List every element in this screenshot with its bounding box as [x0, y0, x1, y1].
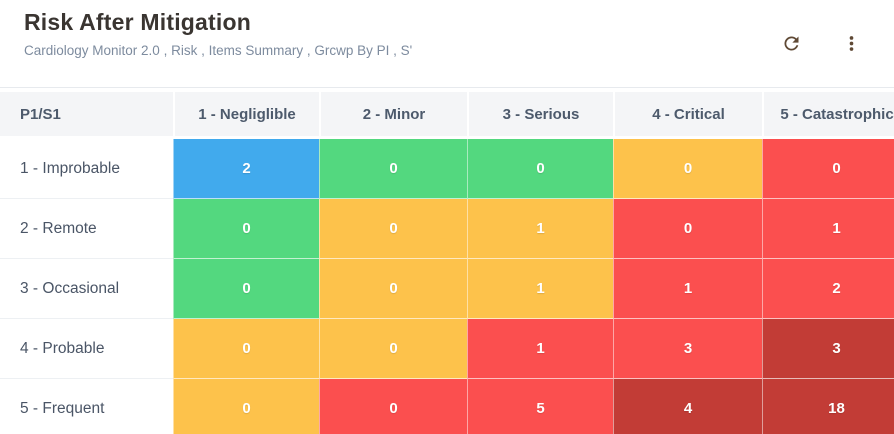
column-header-corner: P1/S1: [0, 92, 173, 139]
row-header-probable: 4 - Probable: [0, 319, 173, 379]
risk-matrix-table: P1/S1 1 - Negliglible 2 - Minor 3 - Seri…: [0, 92, 894, 434]
matrix-cell[interactable]: 0: [613, 139, 762, 199]
matrix-cell[interactable]: 5: [467, 379, 613, 434]
column-header-serious: 3 - Serious: [467, 92, 613, 139]
matrix-cell[interactable]: 18: [762, 379, 894, 434]
menu-button[interactable]: [838, 30, 864, 56]
column-header-catastrophic: 5 - Catastrophic: [762, 92, 894, 139]
column-header-negligible: 1 - Negliglible: [173, 92, 319, 139]
matrix-cell[interactable]: 0: [319, 259, 467, 319]
matrix-cell[interactable]: 0: [319, 319, 467, 379]
refresh-button[interactable]: [778, 30, 804, 56]
matrix-cell[interactable]: 0: [173, 259, 319, 319]
widget-toolbar: [778, 30, 864, 56]
matrix-cell[interactable]: 2: [762, 259, 894, 319]
kebab-menu-icon: [849, 35, 853, 51]
matrix-cell[interactable]: 0: [319, 379, 467, 434]
matrix-cell[interactable]: 2: [173, 139, 319, 199]
matrix-cell[interactable]: 1: [467, 199, 613, 259]
matrix-cell[interactable]: 0: [173, 199, 319, 259]
matrix-cell[interactable]: 0: [467, 139, 613, 199]
matrix-cell[interactable]: 0: [319, 199, 467, 259]
widget-subtitle: Cardiology Monitor 2.0 , Risk , Items Su…: [24, 43, 413, 58]
matrix-cell[interactable]: 0: [613, 199, 762, 259]
matrix-cell[interactable]: 1: [762, 199, 894, 259]
column-header-critical: 4 - Critical: [613, 92, 762, 139]
matrix-cell[interactable]: 3: [762, 319, 894, 379]
refresh-icon: [783, 35, 798, 50]
matrix-cell[interactable]: 4: [613, 379, 762, 434]
matrix-cell[interactable]: 0: [173, 379, 319, 434]
row-header-improbable: 1 - Improbable: [0, 139, 173, 199]
row-header-occasional: 3 - Occasional: [0, 259, 173, 319]
page-title: Risk After Mitigation: [24, 9, 251, 35]
matrix-cell[interactable]: 0: [173, 319, 319, 379]
matrix-cell[interactable]: 1: [613, 259, 762, 319]
matrix-cell[interactable]: 0: [762, 139, 894, 199]
matrix-cell[interactable]: 1: [467, 259, 613, 319]
row-header-frequent: 5 - Frequent: [0, 379, 173, 434]
widget-header: Risk After Mitigation Cardiology Monitor…: [0, 0, 894, 88]
matrix-cell[interactable]: 0: [319, 139, 467, 199]
matrix-cell[interactable]: 1: [467, 319, 613, 379]
row-header-remote: 2 - Remote: [0, 199, 173, 259]
matrix-cell[interactable]: 3: [613, 319, 762, 379]
column-header-minor: 2 - Minor: [319, 92, 467, 139]
